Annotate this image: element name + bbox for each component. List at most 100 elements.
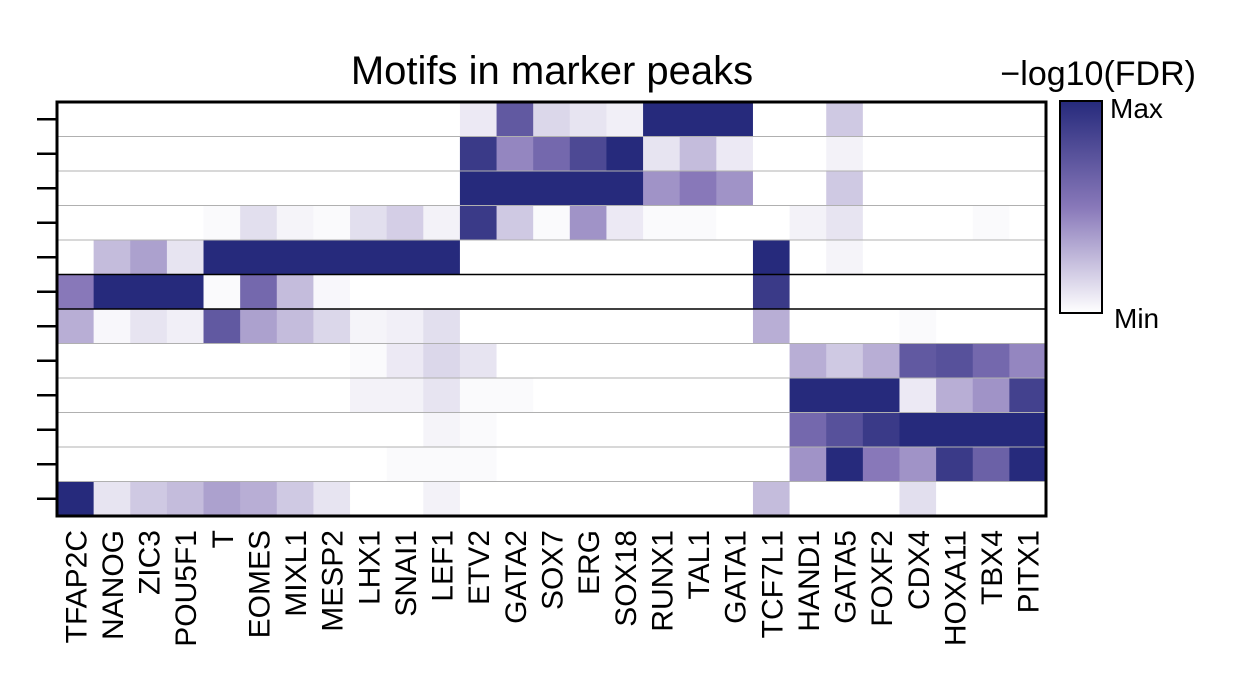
heatmap-cell (789, 412, 827, 448)
heatmap-cell (93, 378, 131, 414)
column-label: SOX7 (537, 530, 570, 610)
heatmap-cell (862, 412, 901, 448)
column-label: T (207, 530, 240, 548)
heatmap-cell (276, 309, 315, 345)
heatmap-cell (643, 171, 681, 207)
heatmap-cell (496, 412, 534, 448)
heatmap-cell (386, 481, 424, 517)
heatmap-cell (569, 136, 608, 172)
heatmap-cell (57, 481, 95, 517)
heatmap-cell (533, 447, 571, 483)
heatmap-cell (643, 343, 681, 379)
heatmap-cell (862, 205, 901, 241)
heatmap-cell (313, 309, 351, 345)
heatmap-cell (276, 343, 315, 379)
heatmap-cell (972, 481, 1010, 517)
heatmap-cell (350, 412, 388, 448)
heatmap-cell (57, 309, 95, 345)
column-label: GATA1 (720, 530, 753, 624)
column-label: LHX1 (353, 530, 386, 605)
heatmap-cell (93, 240, 131, 276)
legend-min-label: Min (1114, 303, 1159, 334)
heatmap-cell (93, 136, 131, 172)
heatmap-cell (240, 343, 278, 379)
heatmap-cell (716, 343, 754, 379)
heatmap-cell (459, 136, 498, 172)
heatmap-cell (459, 102, 498, 138)
heatmap-cell (423, 274, 461, 310)
heatmap-cell (166, 102, 205, 138)
heatmap-cell (1009, 343, 1047, 379)
heatmap-cell (899, 240, 937, 276)
heatmap-cell (276, 205, 315, 241)
legend-max-label: Max (1110, 93, 1163, 124)
heatmap-cell (826, 274, 864, 310)
heatmap-cell (752, 343, 791, 379)
heatmap-cell (679, 240, 717, 276)
column-label: ETV2 (463, 530, 496, 605)
heatmap-cell (276, 447, 315, 483)
heatmap-cell (313, 481, 351, 517)
heatmap-cell (606, 136, 644, 172)
heatmap-cell (496, 102, 534, 138)
heatmap-cell (533, 309, 571, 345)
heatmap-cell (1009, 240, 1047, 276)
heatmap-cell (716, 136, 754, 172)
heatmap-cell (643, 274, 681, 310)
column-label: TCF7L1 (756, 530, 789, 638)
heatmap-cell (972, 274, 1010, 310)
heatmap-cell (423, 412, 461, 448)
column-label: FOXF2 (866, 530, 899, 627)
heatmap-cell (936, 240, 974, 276)
heatmap-cell (752, 205, 791, 241)
heatmap-cell (496, 343, 534, 379)
heatmap-cell (166, 205, 205, 241)
heatmap-cell (130, 447, 168, 483)
heatmap-cell (386, 136, 424, 172)
heatmap-cell (716, 171, 754, 207)
heatmap-cell (972, 205, 1010, 241)
heatmap-cell (386, 240, 424, 276)
heatmap-cell (936, 274, 974, 310)
heatmap-cell (972, 309, 1010, 345)
heatmap-cell (899, 343, 937, 379)
heatmap-cell (313, 378, 351, 414)
heatmap-cell (752, 378, 791, 414)
heatmap-cell (386, 343, 424, 379)
heatmap-cell (1009, 102, 1047, 138)
heatmap-cell (240, 171, 278, 207)
heatmap-cell (606, 274, 644, 310)
heatmap-cell (276, 240, 315, 276)
heatmap-cell (166, 343, 205, 379)
heatmap-cell (386, 205, 424, 241)
heatmap-cell (130, 343, 168, 379)
heatmap-cell (130, 481, 168, 517)
heatmap-cell (789, 205, 827, 241)
heatmap-cell (203, 481, 241, 517)
heatmap-cell (350, 447, 388, 483)
heatmap-cell (496, 136, 534, 172)
heatmap-cell (643, 136, 681, 172)
heatmap-cell (789, 274, 827, 310)
heatmap-cell (203, 447, 241, 483)
heatmap-cell (240, 205, 278, 241)
heatmap-cell (569, 205, 608, 241)
heatmap-cell (423, 343, 461, 379)
heatmap-cell (93, 447, 131, 483)
heatmap-cell (789, 171, 827, 207)
heatmap-cell (899, 378, 937, 414)
heatmap-cell (276, 102, 315, 138)
heatmap-cell (240, 481, 278, 517)
heatmap-cell (606, 102, 644, 138)
heatmap-cell (57, 240, 95, 276)
heatmap-cell (569, 447, 608, 483)
heatmap-cell (57, 102, 95, 138)
heatmap-cell (350, 171, 388, 207)
heatmap-cell (533, 240, 571, 276)
heatmap-cell (130, 240, 168, 276)
heatmap-cell (386, 378, 424, 414)
heatmap-cell (166, 378, 205, 414)
heatmap-cell (386, 274, 424, 310)
heatmap-cell (240, 378, 278, 414)
heatmap-cell (386, 309, 424, 345)
